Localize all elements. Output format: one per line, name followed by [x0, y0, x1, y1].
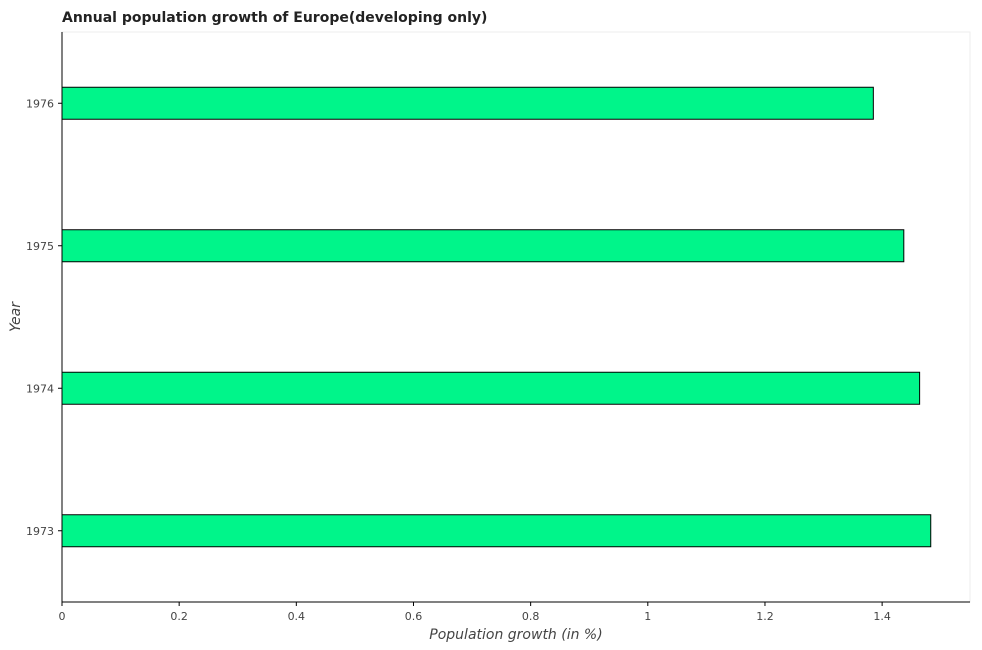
x-tick-label: 0.4	[288, 610, 306, 623]
bar-1975	[61, 229, 905, 263]
x-tick-label: 1	[644, 610, 651, 623]
x-axis-label: Population growth (in %)	[429, 627, 602, 643]
x-tick-label: 0.2	[170, 610, 188, 623]
bar-1976	[61, 86, 874, 120]
x-tick-label: 1.4	[873, 610, 891, 623]
bar-1973	[61, 514, 932, 548]
y-axis-label: Year	[8, 301, 24, 332]
y-tick-label: 1974	[26, 382, 54, 395]
y-tick-label: 1973	[26, 525, 54, 538]
chart-title: Annual population growth of Europe(devel…	[62, 10, 488, 26]
x-tick-label: 0	[59, 610, 66, 623]
x-tick-label: 0.8	[522, 610, 540, 623]
y-tick-label: 1976	[26, 97, 54, 110]
x-tick-label: 0.6	[405, 610, 423, 623]
x-tick-label: 1.2	[756, 610, 774, 623]
y-tick-label: 1975	[26, 240, 54, 253]
bar-1974	[61, 371, 921, 405]
plot-area	[61, 31, 971, 603]
